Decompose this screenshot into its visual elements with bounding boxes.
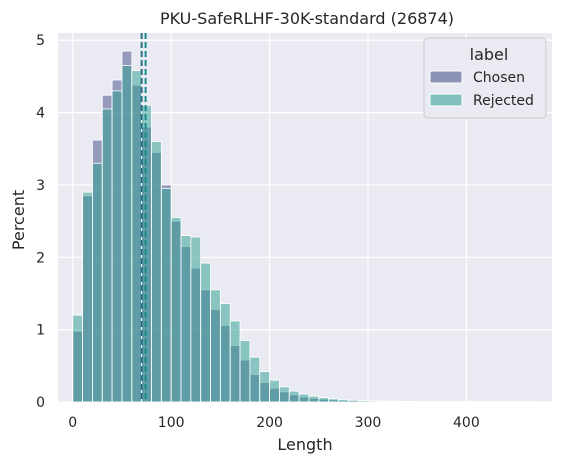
histogram-bar (229, 320, 241, 403)
rejected-bars (72, 65, 536, 403)
x-tick-labels: 0 100 200 300 400 (68, 415, 479, 431)
histogram-bar (180, 235, 192, 403)
histogram-bar (72, 314, 84, 403)
histogram-bar (200, 262, 211, 403)
y-tick-label: 0 (36, 395, 45, 411)
histogram-bar (308, 395, 320, 403)
histogram-bar (288, 390, 300, 403)
y-tick-label: 3 (36, 178, 45, 194)
legend-swatch-rejected (429, 93, 463, 107)
x-tick-label: 200 (256, 415, 283, 431)
histogram-bar (377, 400, 389, 403)
histogram-bar (92, 162, 103, 403)
chart-title: PKU-SafeRLHF-30K-standard (26874) (160, 9, 454, 28)
histogram-bar (367, 400, 379, 403)
x-tick-label: 300 (355, 415, 382, 431)
histogram-bar (249, 356, 261, 403)
y-tick-labels: 0 1 2 3 4 5 (36, 33, 45, 411)
histogram-bar (357, 400, 369, 403)
histogram-bar (160, 188, 172, 403)
y-tick-label: 2 (36, 250, 45, 266)
histogram-bar (190, 236, 202, 403)
histogram-bar (298, 393, 310, 403)
histogram-bar (269, 379, 280, 403)
histogram-bar (111, 90, 123, 403)
legend-swatch-chosen (429, 70, 463, 84)
histogram-bar (338, 399, 349, 403)
legend-label-chosen: Chosen (473, 70, 525, 86)
histogram-bar (131, 70, 143, 403)
histogram-bar (347, 399, 359, 403)
y-tick-label: 1 (36, 323, 45, 339)
mean-lines (140, 33, 147, 402)
x-tick-label: 0 (68, 415, 77, 431)
histogram-bar (101, 108, 113, 403)
x-axis-title: Length (277, 435, 332, 454)
histogram-bar (121, 65, 133, 403)
legend-title: label (470, 45, 509, 64)
y-tick-label: 5 (36, 33, 45, 49)
histogram-bar (170, 217, 182, 403)
histogram-bar (151, 141, 162, 403)
histogram-bar (82, 191, 93, 403)
y-axis-title: Percent (9, 190, 28, 250)
x-tick-label: 100 (158, 415, 185, 431)
histogram-bar (279, 386, 290, 403)
y-tick-label: 4 (36, 106, 45, 122)
legend-label-rejected: Rejected (473, 93, 534, 109)
histogram-bar (397, 401, 408, 403)
histogram-bar (239, 340, 251, 403)
histogram-bar (328, 398, 339, 403)
histogram-bar (387, 400, 398, 403)
histogram-bar (259, 371, 270, 403)
histogram-bar (318, 397, 330, 403)
x-tick-label: 400 (453, 415, 480, 431)
histogram-bar (219, 303, 231, 403)
legend: label Chosen Rejected (423, 37, 547, 119)
histogram-bar (210, 289, 221, 403)
